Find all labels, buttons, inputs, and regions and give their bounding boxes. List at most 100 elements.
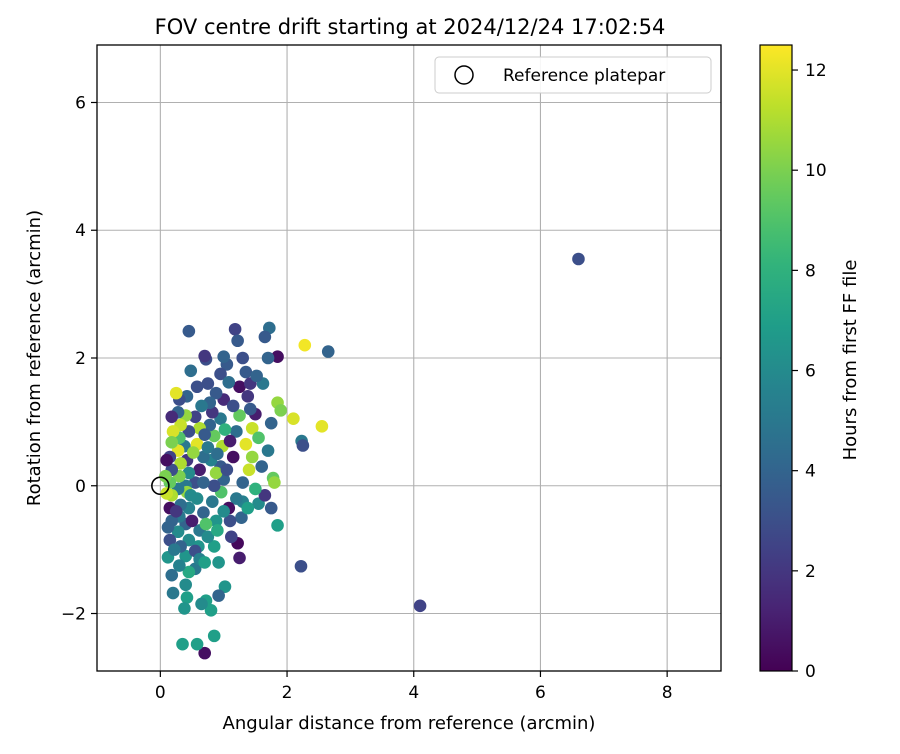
data-point [218, 423, 232, 436]
data-point [294, 559, 308, 573]
data-point [185, 514, 199, 528]
data-point [209, 386, 223, 400]
x-tick-label: 8 [662, 683, 673, 703]
data-point [195, 597, 208, 611]
data-point [298, 338, 312, 352]
data-point [268, 476, 281, 489]
data-point [203, 418, 217, 432]
data-point [271, 350, 284, 364]
y-axis-ticks: −2 0 2 4 6 [61, 93, 97, 625]
data-point [182, 466, 196, 480]
legend: Reference platepar [434, 56, 712, 94]
data-point [255, 460, 269, 473]
data-point [180, 591, 194, 604]
data-point [241, 390, 255, 403]
data-point [315, 420, 329, 433]
data-point [226, 450, 240, 464]
data-point [182, 324, 196, 338]
data-point [212, 556, 225, 569]
y-axis-label: Rotation from reference (arcmin) [24, 210, 45, 506]
data-point [225, 530, 238, 544]
data-point [211, 447, 224, 461]
data-point [252, 431, 265, 445]
data-point [198, 646, 211, 660]
data-point [231, 334, 244, 348]
data-point [197, 450, 210, 464]
data-point [167, 543, 181, 556]
data-point [274, 404, 288, 417]
data-point [261, 444, 275, 457]
data-point [413, 599, 427, 613]
data-point [160, 487, 173, 500]
data-point [163, 533, 177, 547]
data-point [223, 434, 237, 448]
data-point [193, 463, 206, 477]
data-points [151, 252, 585, 660]
colorbar [760, 45, 792, 671]
data-point [182, 565, 196, 579]
colorbar-tick-label: 0 [805, 662, 816, 682]
x-tick-label: 4 [408, 683, 419, 703]
data-point [188, 410, 202, 424]
colorbar-tick-label: 6 [805, 362, 816, 382]
data-point [217, 350, 231, 364]
y-tick-label: 2 [75, 349, 86, 369]
data-point [245, 421, 259, 435]
data-point [245, 450, 259, 464]
data-point [197, 476, 210, 489]
data-point [258, 489, 272, 502]
x-axis-label: Angular distance from reference (arcmin) [223, 713, 596, 734]
data-point [217, 505, 231, 518]
data-point [264, 416, 278, 430]
data-point [209, 466, 223, 480]
data-point [160, 453, 173, 467]
data-point [236, 351, 250, 365]
data-point [190, 380, 204, 394]
x-tick-label: 2 [282, 683, 293, 703]
data-point [165, 410, 179, 424]
colorbar-label: Hours from first FF file [840, 260, 861, 461]
data-point [261, 351, 275, 365]
reference-platepar-marker [151, 476, 170, 496]
data-point [233, 409, 246, 422]
data-point [161, 520, 175, 534]
data-point [242, 463, 256, 477]
data-point [223, 514, 237, 528]
data-point [222, 375, 236, 389]
colorbar-tick-label: 4 [805, 462, 816, 482]
data-point [212, 589, 225, 602]
data-point [211, 524, 224, 537]
data-point [233, 551, 246, 565]
colorbar-tick-label: 10 [805, 161, 827, 181]
data-point [195, 399, 208, 413]
colorbar-frame [759, 44, 793, 672]
data-point [241, 501, 255, 515]
colorbar-tick-label: 12 [805, 61, 827, 81]
data-point [209, 514, 223, 528]
data-point [258, 330, 272, 344]
colorbar-tick-label: 8 [805, 261, 816, 281]
data-point [207, 629, 221, 643]
y-tick-label: 0 [75, 477, 86, 497]
data-point [250, 369, 263, 383]
legend-marker-reference [454, 65, 474, 85]
data-point [179, 549, 192, 563]
data-point [171, 525, 185, 539]
y-tick-label: 6 [75, 93, 86, 113]
data-point [184, 364, 198, 378]
data-point [239, 437, 253, 451]
data-point [184, 489, 198, 502]
legend-label-reference: Reference platepar [503, 66, 665, 86]
data-point [201, 441, 215, 454]
data-point [186, 446, 200, 459]
data-point [271, 519, 284, 532]
data-point [205, 405, 219, 419]
y-tick-label: 4 [75, 221, 86, 241]
data-point [165, 436, 179, 449]
data-point [165, 568, 179, 582]
data-point [235, 511, 248, 524]
data-point [287, 412, 300, 425]
data-point [572, 252, 585, 266]
